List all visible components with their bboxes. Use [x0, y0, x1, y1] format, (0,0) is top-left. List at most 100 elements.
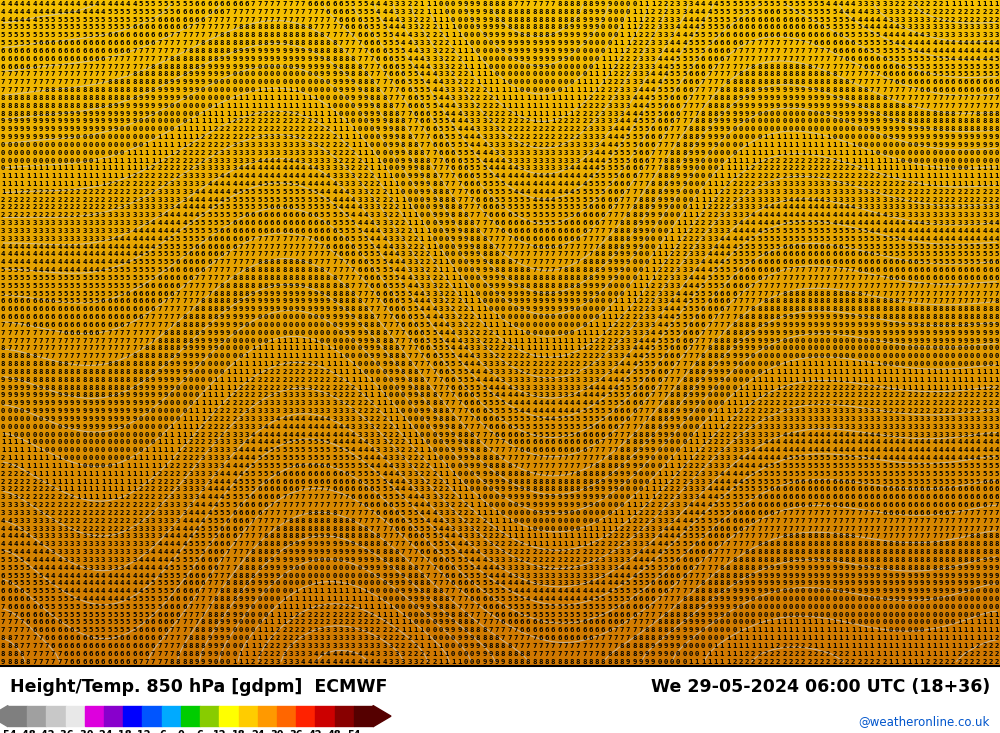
Text: 2: 2	[832, 400, 837, 406]
Text: 9: 9	[295, 306, 299, 312]
Text: 7: 7	[57, 338, 62, 344]
Text: 7: 7	[532, 259, 537, 265]
Text: 0: 0	[163, 416, 168, 422]
Text: 3: 3	[51, 541, 55, 548]
Text: 4: 4	[38, 557, 43, 563]
Text: 5: 5	[363, 1, 368, 7]
Text: 4: 4	[657, 549, 662, 555]
Text: 2: 2	[370, 416, 374, 422]
Text: 6: 6	[295, 463, 299, 469]
Text: 4: 4	[151, 236, 155, 242]
Text: 9: 9	[101, 416, 105, 422]
Text: 9: 9	[520, 502, 524, 508]
Text: 0: 0	[738, 369, 743, 375]
Text: 5: 5	[26, 40, 30, 46]
Text: 9: 9	[826, 330, 830, 336]
Text: 0: 0	[238, 627, 243, 633]
Text: 8: 8	[257, 549, 262, 555]
Text: 7: 7	[101, 361, 105, 367]
Text: 6: 6	[51, 643, 55, 649]
Text: 5: 5	[813, 9, 818, 15]
Text: 6: 6	[607, 416, 612, 422]
Text: 8: 8	[326, 56, 330, 62]
Text: 9: 9	[332, 314, 337, 320]
Text: 7: 7	[338, 40, 343, 46]
Text: 8: 8	[395, 361, 399, 367]
Text: 6: 6	[720, 526, 724, 531]
Text: 6: 6	[101, 322, 105, 328]
Text: 1: 1	[845, 142, 849, 148]
Text: 7: 7	[332, 251, 337, 257]
Text: 5: 5	[213, 517, 218, 523]
Text: 6: 6	[651, 142, 655, 148]
Text: 0: 0	[838, 611, 843, 618]
Text: 5: 5	[838, 236, 843, 242]
Text: 6: 6	[357, 32, 362, 38]
Text: 3: 3	[520, 572, 524, 578]
Text: 5: 5	[1, 290, 5, 297]
Text: 6: 6	[176, 283, 180, 289]
Text: 4: 4	[126, 251, 130, 257]
Text: 5: 5	[107, 275, 112, 281]
Text: 3: 3	[426, 275, 430, 281]
Text: 3: 3	[238, 150, 243, 155]
Text: 5: 5	[882, 251, 887, 257]
Text: 7: 7	[151, 651, 155, 657]
Text: 0: 0	[707, 392, 712, 399]
Text: 1: 1	[963, 369, 968, 375]
Text: 8: 8	[551, 24, 555, 30]
Text: 8: 8	[832, 541, 837, 548]
Text: 6: 6	[70, 322, 74, 328]
Text: 5: 5	[695, 534, 699, 539]
Text: 6: 6	[532, 439, 537, 446]
Text: 7: 7	[757, 283, 762, 289]
Text: 6: 6	[82, 56, 87, 62]
Text: 4: 4	[463, 353, 468, 359]
Text: 8: 8	[551, 32, 555, 38]
Text: 3: 3	[888, 424, 893, 430]
Text: 6: 6	[332, 471, 337, 476]
Text: 5: 5	[807, 228, 812, 234]
Text: 9: 9	[488, 275, 493, 281]
Text: 6: 6	[445, 142, 449, 148]
Text: 3: 3	[63, 549, 68, 555]
Text: 1: 1	[320, 353, 324, 359]
Text: 2: 2	[638, 298, 643, 304]
Text: 9: 9	[38, 392, 43, 399]
Text: 8: 8	[457, 205, 462, 210]
Text: 6: 6	[651, 581, 655, 586]
Text: 1: 1	[351, 361, 355, 367]
Text: 4: 4	[401, 267, 405, 273]
Text: 9: 9	[207, 71, 212, 78]
Text: 3: 3	[563, 377, 568, 383]
Text: 6: 6	[76, 636, 80, 641]
Text: 0: 0	[820, 588, 824, 594]
Text: 0: 0	[951, 596, 955, 602]
Text: 2: 2	[563, 369, 568, 375]
Text: 8: 8	[1, 361, 5, 367]
Text: 8: 8	[763, 314, 768, 320]
Text: 8: 8	[401, 142, 405, 148]
Text: 3: 3	[145, 220, 149, 226]
Text: 1: 1	[657, 471, 662, 476]
Text: 9: 9	[938, 134, 943, 140]
Text: 6: 6	[670, 564, 674, 571]
Text: 6: 6	[995, 479, 999, 485]
Text: 7: 7	[7, 87, 12, 93]
Text: 4: 4	[695, 275, 699, 281]
Text: 5: 5	[988, 243, 993, 250]
Text: 6: 6	[770, 9, 774, 15]
Text: 6: 6	[920, 87, 924, 93]
Text: 5: 5	[126, 9, 130, 15]
Text: 8: 8	[213, 298, 218, 304]
Text: 9: 9	[520, 40, 524, 46]
Text: 4: 4	[851, 447, 855, 453]
Text: 6: 6	[51, 56, 55, 62]
Text: 0: 0	[613, 17, 618, 23]
Text: 3: 3	[545, 377, 549, 383]
Text: 0: 0	[101, 447, 105, 453]
Text: 4: 4	[482, 557, 487, 563]
Text: 7: 7	[145, 48, 149, 54]
Text: 5: 5	[63, 17, 68, 23]
Text: 6: 6	[138, 24, 143, 30]
